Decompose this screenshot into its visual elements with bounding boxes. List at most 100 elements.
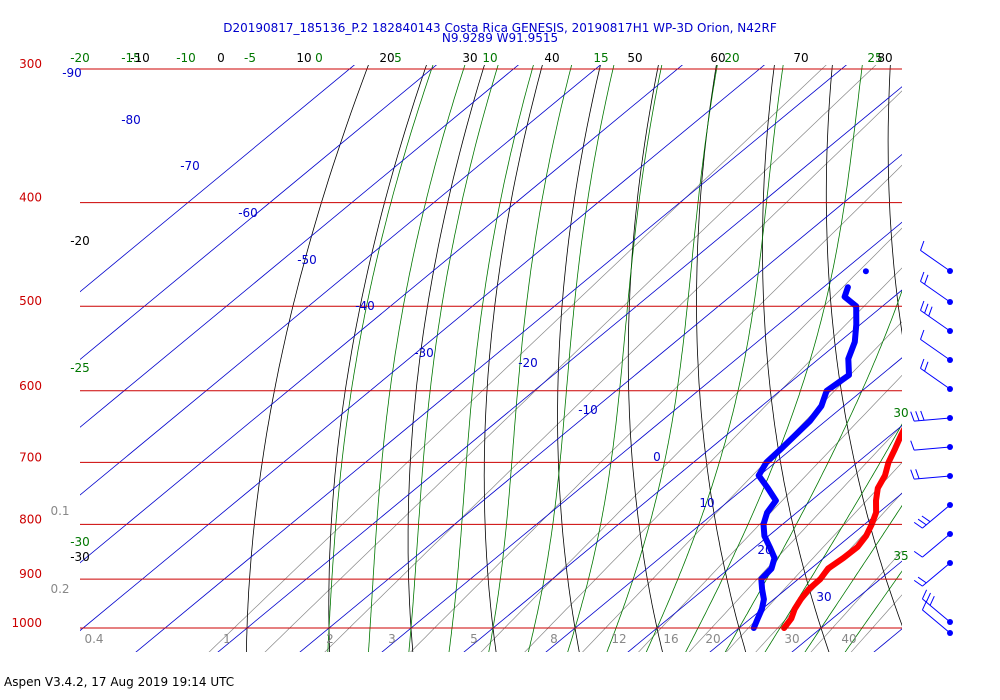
right-axis-label: 30 (893, 406, 908, 420)
moist-adiabat-line (764, 423, 902, 652)
isotherm-line (463, 289, 902, 652)
mixing-ratio-label: 2 (326, 632, 334, 646)
moist-adiabat-line (724, 289, 902, 652)
wind-barb-shaft (922, 533, 951, 558)
top-axis-label: 50 (627, 51, 642, 65)
isotherm-line (80, 65, 519, 428)
mixing-ratio-line (208, 65, 827, 652)
dry-adiabat-line (407, 65, 485, 652)
footer-version-text: Aspen V3.4.2, 17 Aug 2019 19:14 UTC (4, 675, 235, 689)
isotherm-label: -70 (180, 159, 200, 173)
top-axis-label: 70 (793, 51, 808, 65)
wind-barb-shaft (914, 417, 951, 422)
isotherm-line (381, 221, 902, 652)
top-axis-label: -10 (176, 51, 196, 65)
temperature-top-point (976, 274, 982, 280)
mixing-ratio-label: 12 (611, 632, 626, 646)
dry-adiabat-line (483, 65, 543, 652)
isotherm-label: -20 (518, 356, 538, 370)
temperature-profile-line (781, 426, 902, 631)
wind-barb-shaft (920, 249, 951, 272)
isobar-label: 500 (19, 294, 42, 308)
left-axis-label: -25 (70, 361, 90, 375)
isobar-label: 700 (19, 450, 42, 464)
isotherm-label: 30 (816, 590, 831, 604)
wind-barb-feather (913, 579, 923, 587)
isotherm-label: 0 (653, 450, 661, 464)
mixing-ratio-label: 40 (841, 632, 856, 646)
mixing-ratio-label: 30 (784, 632, 799, 646)
wind-barb-feather (915, 411, 920, 421)
moist-adiabat-line (408, 65, 499, 652)
wind-barb-shaft (922, 609, 951, 634)
top-axis-label: -5 (244, 51, 256, 65)
mixing-ratio-label: 1 (223, 632, 231, 646)
wind-barb-feather (920, 410, 925, 421)
isotherm-line (952, 37, 1000, 655)
left-axis-label: -20 (70, 234, 90, 248)
isotherm-line (299, 154, 902, 652)
wind-barb-feather (920, 329, 925, 340)
top-axis-label: 15 (593, 51, 608, 65)
wind-barb-shaft (920, 367, 951, 390)
top-axis-label: 30 (462, 51, 477, 65)
mixing-ratio-line (850, 594, 902, 652)
isotherm-line (80, 65, 765, 632)
top-axis-label: 80 (877, 51, 892, 65)
moist-adiabat-line (327, 65, 434, 652)
dry-adiabat-line (825, 65, 902, 627)
mixing-ratio-line (524, 267, 902, 652)
mixing-ratio-label: 20 (705, 632, 720, 646)
wind-barb-shaft (922, 504, 951, 529)
isotherm-label: 10 (699, 496, 714, 510)
isotherm-line (545, 357, 902, 652)
wind-barb-feather (910, 469, 915, 480)
isobar-label: 800 (19, 512, 42, 526)
left-axis-label: -30 (70, 550, 90, 564)
isobar-label: 300 (19, 57, 42, 71)
wind-barb-shaft (922, 562, 951, 587)
dewpoint-profile-line (750, 284, 860, 631)
wind-barb-feather (928, 306, 933, 317)
moist-adiabat-line (645, 65, 784, 652)
wind-barb-feather (924, 361, 929, 372)
moist-adiabat-line (448, 65, 534, 652)
wind-barb-feather (929, 595, 935, 606)
isobar-label: 900 (19, 567, 42, 581)
isotherm-line (873, 628, 902, 652)
chart-title: D20190817_185136_P.2 182840143 Costa Ric… (223, 21, 777, 35)
dry-adiabat-line (557, 65, 601, 652)
right-axis-label: 35 (893, 549, 908, 563)
mixing-ratio-line (688, 424, 902, 652)
mixing-ratio-label: 16 (663, 632, 678, 646)
wind-barb-shaft (914, 446, 951, 451)
mixing-ratio-label: 0.4 (84, 632, 103, 646)
top-axis-label: 20 (724, 51, 739, 65)
wind-barb-feather (917, 576, 927, 584)
isotherm-line (627, 425, 902, 652)
top-axis-label: -10 (130, 51, 150, 65)
top-axis-label: 20 (379, 51, 394, 65)
dry-adiabat-line (328, 65, 427, 652)
isotherm-label: -40 (355, 299, 375, 313)
isotherm-line (80, 65, 683, 564)
top-axis-label: 60 (710, 51, 725, 65)
wind-barb-feather (920, 271, 925, 282)
moist-adiabat-line (488, 65, 573, 652)
top-axis-label: 0 (315, 51, 323, 65)
wind-barb-feather (921, 600, 928, 611)
isobar-label: 400 (19, 191, 42, 205)
chart-subtitle-location: N9.9289 W91.9515 (441, 31, 559, 45)
top-axis-label: 40 (544, 51, 559, 65)
dry-adiabat-line (762, 65, 830, 652)
wind-barb-feather (910, 440, 915, 451)
isotherm-line (709, 492, 902, 652)
wind-barb-shaft (920, 309, 951, 332)
moist-adiabat-line (844, 570, 902, 652)
isotherm-label: -30 (414, 346, 434, 360)
top-axis-label: 5 (394, 51, 402, 65)
mixing-ratio-line (755, 492, 902, 652)
mixing-ratio-label: 0.2 (50, 582, 69, 596)
axis-labels: 3004005006007008009001000-90-80-70-60-50… (11, 51, 908, 646)
